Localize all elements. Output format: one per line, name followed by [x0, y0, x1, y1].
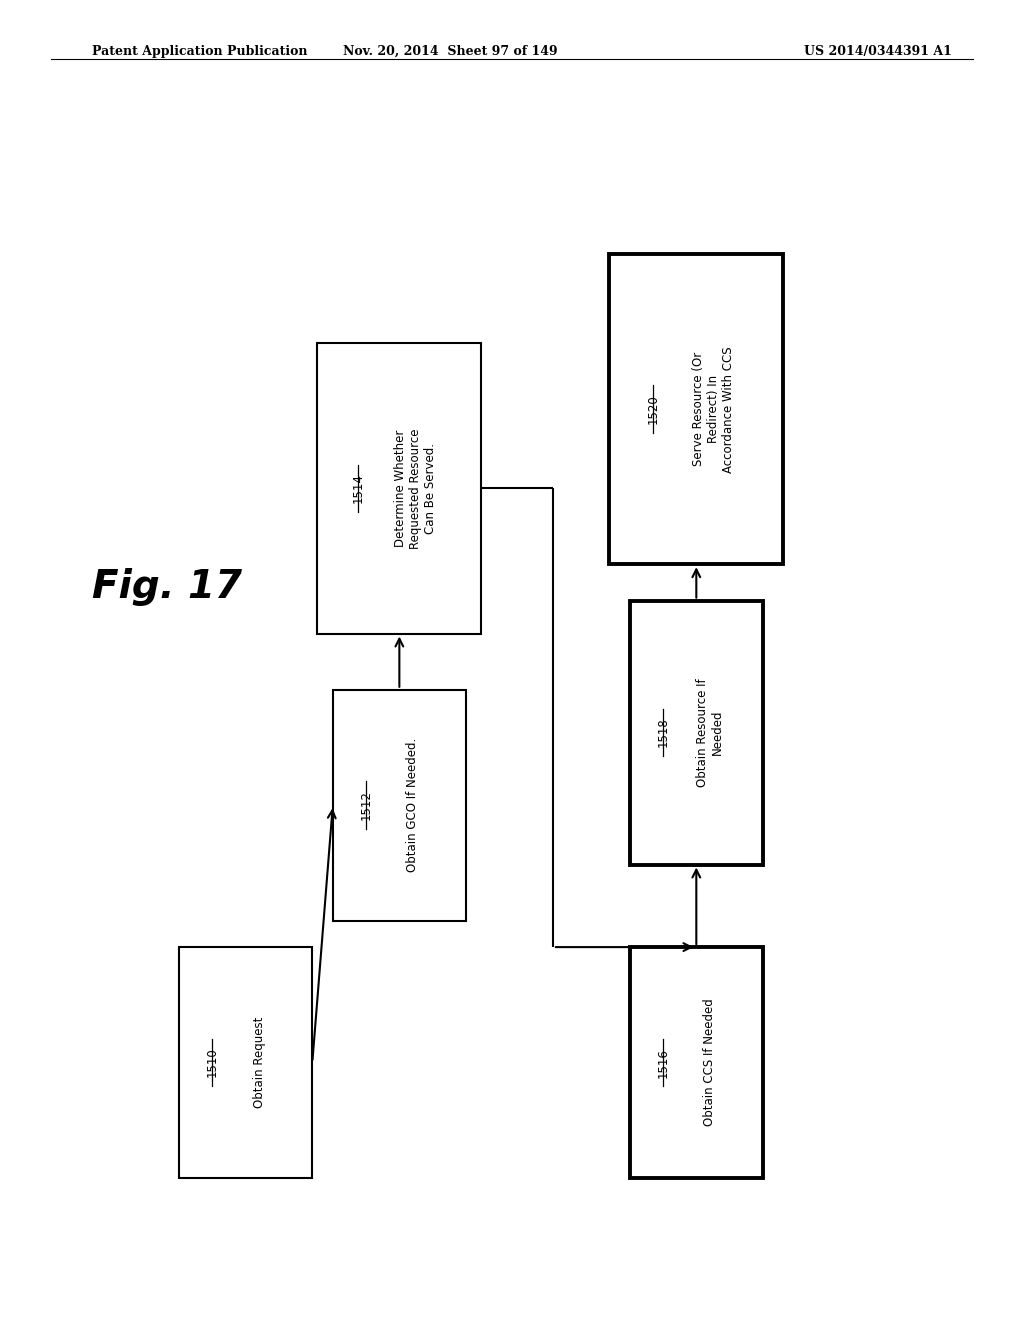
Text: 1520: 1520	[646, 395, 659, 424]
Text: Fig. 17: Fig. 17	[92, 569, 242, 606]
Text: Obtain Resource If
Needed: Obtain Resource If Needed	[695, 678, 724, 787]
Bar	[609, 253, 783, 565]
Text: 1510: 1510	[206, 1048, 219, 1077]
Text: US 2014/0344391 A1: US 2014/0344391 A1	[805, 45, 952, 58]
Text: Patent Application Publication: Patent Application Publication	[92, 45, 307, 58]
Text: Obtain Request: Obtain Request	[253, 1016, 265, 1109]
Text: Obtain GCO If Needed.: Obtain GCO If Needed.	[407, 738, 419, 873]
Text: 1518: 1518	[656, 718, 670, 747]
Text: 1512: 1512	[359, 791, 373, 820]
Text: Nov. 20, 2014  Sheet 97 of 149: Nov. 20, 2014 Sheet 97 of 149	[343, 45, 558, 58]
Text: 1516: 1516	[656, 1048, 670, 1077]
Bar	[179, 948, 312, 1177]
Bar	[333, 689, 466, 921]
Text: Obtain CCS If Needed: Obtain CCS If Needed	[703, 999, 716, 1126]
Text: Serve Resource (Or
Redirect) In
Accordance With CCS: Serve Resource (Or Redirect) In Accordan…	[692, 346, 735, 473]
Bar	[630, 948, 763, 1177]
Bar	[630, 601, 763, 865]
Text: Determine Whether
Requested Resource
Can Be Served.: Determine Whether Requested Resource Can…	[394, 428, 437, 549]
Bar	[317, 343, 481, 634]
Text: 1514: 1514	[352, 474, 365, 503]
